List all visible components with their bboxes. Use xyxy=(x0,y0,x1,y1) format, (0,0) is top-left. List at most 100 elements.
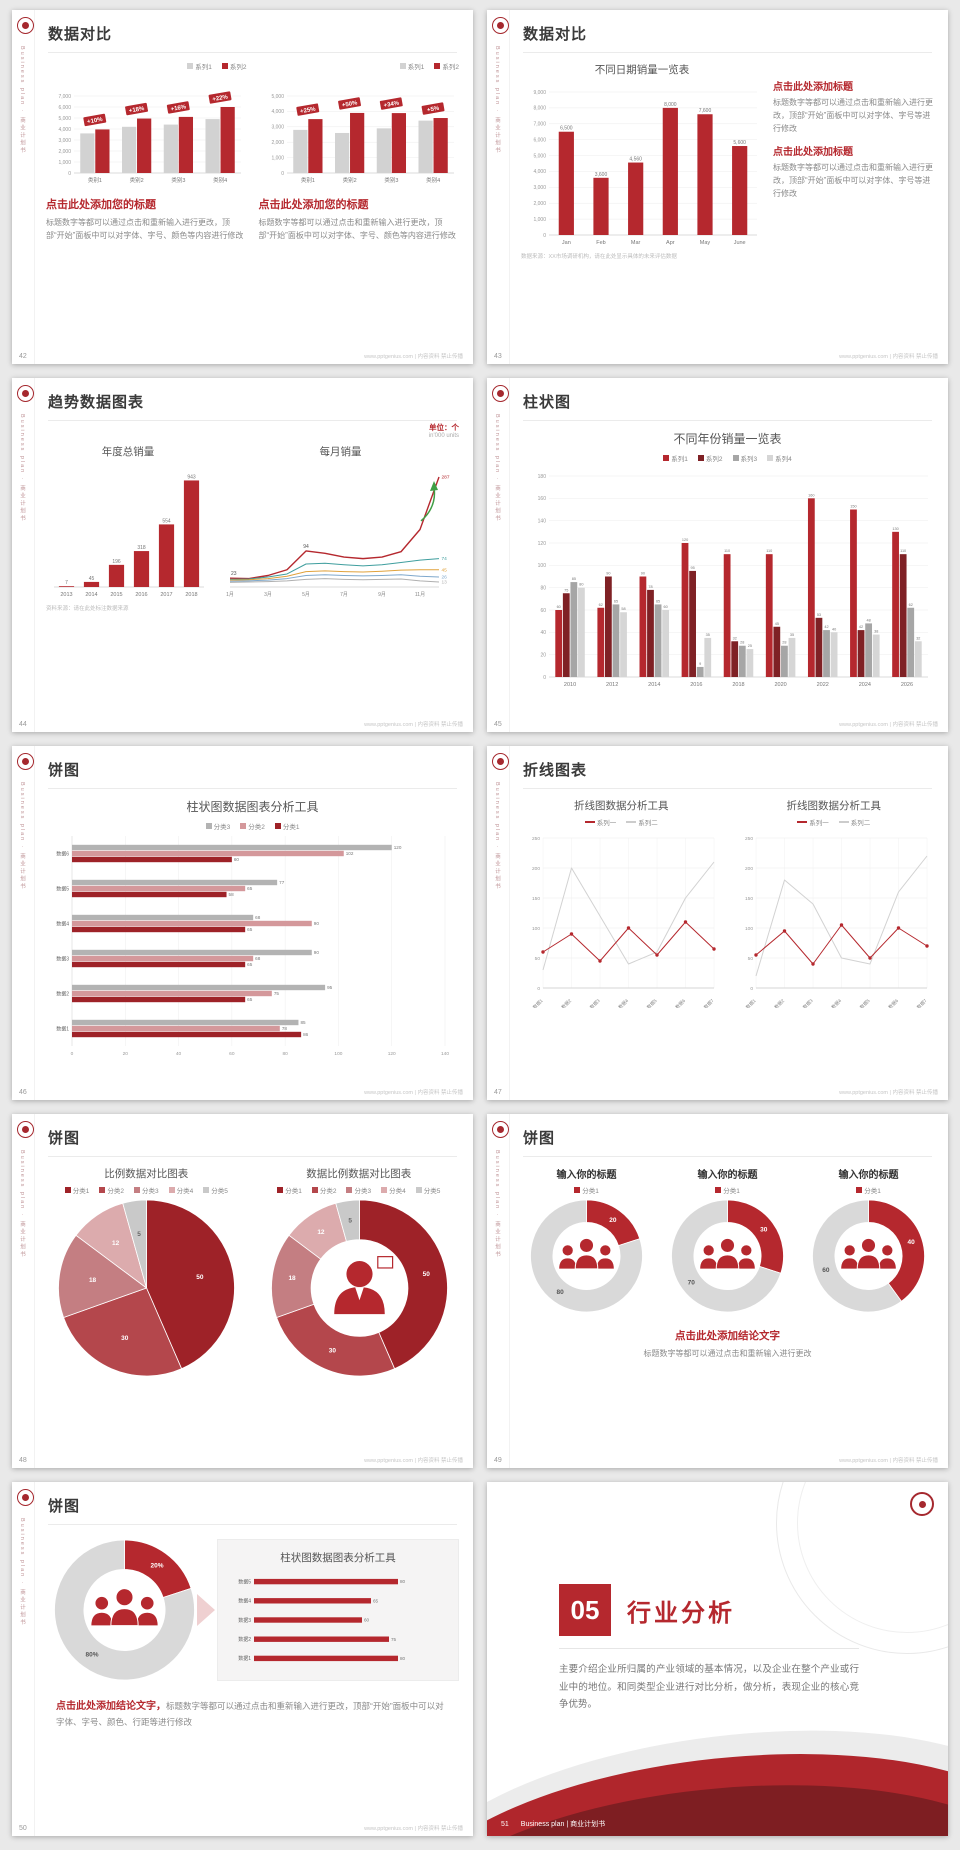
svg-text:32: 32 xyxy=(916,636,920,640)
svg-text:数据1: 数据1 xyxy=(238,1655,251,1662)
left-line-chart-block: 折线图数据分析工具 系列一 系列二 0 50 100 150 200 250 数据1 数据2 数据3… xyxy=(521,796,722,1080)
slide-47[interactable]: Business plan · 商业计划书 折线图表 折线图数据分析工具 系列一… xyxy=(487,746,948,1100)
left-column: 系列1 系列2 0 1,000 2,000 3,000 4,000 5,000 6,000 7,0… xyxy=(46,60,247,251)
section-block: 05 行业分析 主要介绍企业所归属的产业领域的基本情况，以及企业在整个产业或行业… xyxy=(559,1584,859,1723)
slide-side-strip: Business plan · 商业计划书 xyxy=(12,10,35,364)
pie-chart-block: 比例数据对比图表 分类1 分类2 分类3 分类4 分类5 50 30 18 12 5 xyxy=(46,1164,247,1448)
svg-text:30: 30 xyxy=(121,1335,129,1342)
column-heading: 输入你的标题 xyxy=(697,1170,758,1181)
svg-text:类别4: 类别4 xyxy=(213,176,227,184)
sidebar-vertical-text: Business plan · 商业计划书 xyxy=(494,414,500,523)
conclusion-text: 点击此处添加结论文字 xyxy=(675,1330,780,1342)
footer-text: www.pptgenius.com | 内容资料 禁止传播 xyxy=(364,1458,463,1464)
svg-text:数据4: 数据4 xyxy=(56,920,69,927)
slide-footer: 46 www.pptgenius.com | 内容资料 禁止传播 xyxy=(19,1088,463,1097)
svg-text:+16%: +16% xyxy=(170,104,187,113)
chart-title: 不同年份销量一览表 xyxy=(673,432,782,446)
slide-body: 系列1 系列2 0 1,000 2,000 3,000 4,000 5,000 6,000 7,0… xyxy=(46,60,459,344)
chart-legend: 系列1 系列2 系列3 系列4 xyxy=(521,452,934,464)
svg-text:80: 80 xyxy=(540,585,546,591)
svg-text:类别3: 类别3 xyxy=(384,176,398,184)
chart-legend: 系列一 系列二 xyxy=(734,816,935,828)
section-body: 主要介绍企业所归属的产业领域的基本情况，以及企业在整个产业或行业中的地位。和同类… xyxy=(559,1664,859,1711)
chart-legend: 系列1 系列2 xyxy=(259,60,459,72)
svg-text:94: 94 xyxy=(303,544,309,550)
slide-43[interactable]: Business plan · 商业计划书 数据对比 不同日期销量一览表 0 1,… xyxy=(487,10,948,364)
svg-text:180: 180 xyxy=(538,474,547,480)
svg-text:12: 12 xyxy=(112,1240,120,1247)
brand-logo-icon xyxy=(17,385,34,402)
svg-text:20%: 20% xyxy=(150,1562,163,1569)
svg-text:4,000: 4,000 xyxy=(58,127,71,133)
svg-text:70: 70 xyxy=(688,1279,696,1286)
svg-text:943: 943 xyxy=(187,474,196,480)
conclusion-paragraph: 点击此处添加结论文字，标题数字等都可以通过点击和重新输入进行更改，顶部“开始”面… xyxy=(56,1698,449,1729)
slide-44[interactable]: Business plan · 商业计划书 趋势数据图表 单位：个 in'000… xyxy=(12,378,473,732)
analysis-panel: 柱状图数据图表分析工具 数据5 80 数据4 65 数据3 60 数据2 75 数据1 80 xyxy=(216,1539,459,1681)
svg-text:102: 102 xyxy=(346,851,354,856)
chart-canvas: 50 30 18 12 5 xyxy=(58,1199,235,1377)
chart-title: 不同日期销量一览表 xyxy=(594,64,690,76)
svg-text:6,000: 6,000 xyxy=(533,137,546,143)
footer-text: www.pptgenius.com | 内容资料 禁止传播 xyxy=(839,1090,938,1096)
svg-text:130: 130 xyxy=(892,527,898,531)
chart-title: 数据比例数据对比图表 xyxy=(306,1168,412,1180)
footer-text: www.pptgenius.com | 内容资料 禁止传播 xyxy=(839,354,938,360)
body-text: 标题数字等都可以通过点击和重新输入进行更改，顶部“开始”面板中可以对字体、字号、… xyxy=(258,218,456,240)
svg-text:0: 0 xyxy=(281,171,284,177)
slide-50[interactable]: Business plan · 商业计划书 饼图 20% 80% 柱状图数据图表分… xyxy=(12,1482,473,1836)
donut-block: 20% 80% xyxy=(46,1536,215,1684)
slide-side-strip: Business plan · 商业计划书 xyxy=(487,378,510,732)
svg-text:数据6: 数据6 xyxy=(674,997,688,1008)
svg-text:50: 50 xyxy=(196,1274,204,1281)
svg-text:2016: 2016 xyxy=(135,592,147,598)
donut-block-2: 输入你的标题 分类1 30 70 xyxy=(662,1164,793,1316)
svg-text:75: 75 xyxy=(564,588,568,592)
svg-text:7,600: 7,600 xyxy=(699,108,712,114)
svg-text:65: 65 xyxy=(247,927,253,932)
svg-text:53: 53 xyxy=(817,613,821,617)
svg-text:90: 90 xyxy=(314,950,320,955)
sidebar-vertical-text: Business plan · 商业计划书 xyxy=(19,46,25,155)
svg-text:100: 100 xyxy=(744,926,752,932)
sidebar-vertical-text: Business plan · 商业计划书 xyxy=(494,1150,500,1259)
slide-side-strip: Business plan · 商业计划书 xyxy=(12,1114,35,1468)
legend-item: 分类3 xyxy=(346,1185,371,1195)
svg-text:60: 60 xyxy=(557,605,561,609)
footer-text: www.pptgenius.com | 内容资料 禁止传播 xyxy=(364,354,463,360)
slide-48[interactable]: Business plan · 商业计划书 饼图 比例数据对比图表 分类1 分类2… xyxy=(12,1114,473,1468)
body-text: 标题数字等都可以通过点击和重新输入进行更改，顶部“开始”面板中可以对字体、字号等… xyxy=(773,163,933,198)
svg-text:5,000: 5,000 xyxy=(271,94,284,100)
svg-text:0: 0 xyxy=(71,1051,74,1057)
svg-text:2020: 2020 xyxy=(774,682,786,688)
svg-text:120: 120 xyxy=(394,845,402,850)
legend-item: 系列2 xyxy=(434,61,459,71)
svg-text:1,000: 1,000 xyxy=(58,160,71,166)
legend-item: 分类3 xyxy=(205,821,230,831)
body-text: 标题数字等都可以通过点击和重新输入进行更改，顶部“开始”面板中可以对字体、字号、… xyxy=(46,218,244,240)
svg-text:8,000: 8,000 xyxy=(533,106,546,112)
svg-text:3,000: 3,000 xyxy=(533,185,546,191)
slide-46[interactable]: Business plan · 商业计划书 饼图 柱状图数据图表分析工具 分类3… xyxy=(12,746,473,1100)
svg-text:类别4: 类别4 xyxy=(426,176,440,184)
donut-chart: 分类1 分类2 分类3 分类4 分类5 50 30 18 12 5 xyxy=(259,1184,460,1380)
slide-42[interactable]: Business plan · 商业计划书 数据对比 系列1 系列2 0 1,000 2… xyxy=(12,10,473,364)
donut-chart: 20% 80% xyxy=(46,1536,203,1684)
svg-text:6,500: 6,500 xyxy=(560,126,573,132)
slide-49[interactable]: Business plan · 商业计划书 饼图 输入你的标题 分类1 20 80 … xyxy=(487,1114,948,1468)
svg-text:110: 110 xyxy=(724,549,730,553)
column-heading: 输入你的标题 xyxy=(838,1170,899,1181)
body-text: 标题数字等都可以通过点击和重新输入进行更改，顶部“开始”面板中可以对字体、字号、… xyxy=(56,1701,444,1727)
svg-text:数据4: 数据4 xyxy=(617,997,631,1008)
slide-body: 20% 80% 柱状图数据图表分析工具 数据5 80 数据4 65 数据3 60 数据2 75 数… xyxy=(46,1532,459,1816)
svg-text:62: 62 xyxy=(909,603,913,607)
svg-text:26: 26 xyxy=(442,575,448,581)
slide-45[interactable]: Business plan · 商业计划书 柱状图 不同年份销量一览表 系列1 系… xyxy=(487,378,948,732)
slide-51[interactable]: 05 行业分析 主要介绍企业所归属的产业领域的基本情况，以及企业在整个产业或行业… xyxy=(487,1482,948,1836)
svg-text:1,000: 1,000 xyxy=(533,217,546,223)
svg-text:0: 0 xyxy=(68,171,71,177)
title-divider xyxy=(523,788,932,789)
footer-text: www.pptgenius.com | 内容资料 禁止传播 xyxy=(364,1826,463,1832)
svg-text:58: 58 xyxy=(229,892,235,897)
svg-text:数据1: 数据1 xyxy=(744,997,758,1008)
